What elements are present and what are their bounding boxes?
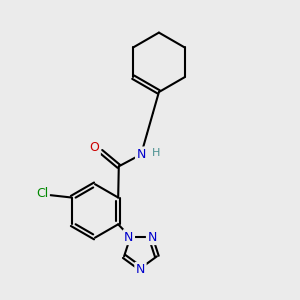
Text: O: O [89, 141, 99, 154]
Text: N: N [147, 231, 157, 244]
Text: H: H [152, 148, 161, 158]
Text: N: N [136, 263, 145, 276]
Text: N: N [124, 231, 134, 244]
Text: Cl: Cl [36, 187, 48, 200]
Text: N: N [136, 148, 146, 161]
